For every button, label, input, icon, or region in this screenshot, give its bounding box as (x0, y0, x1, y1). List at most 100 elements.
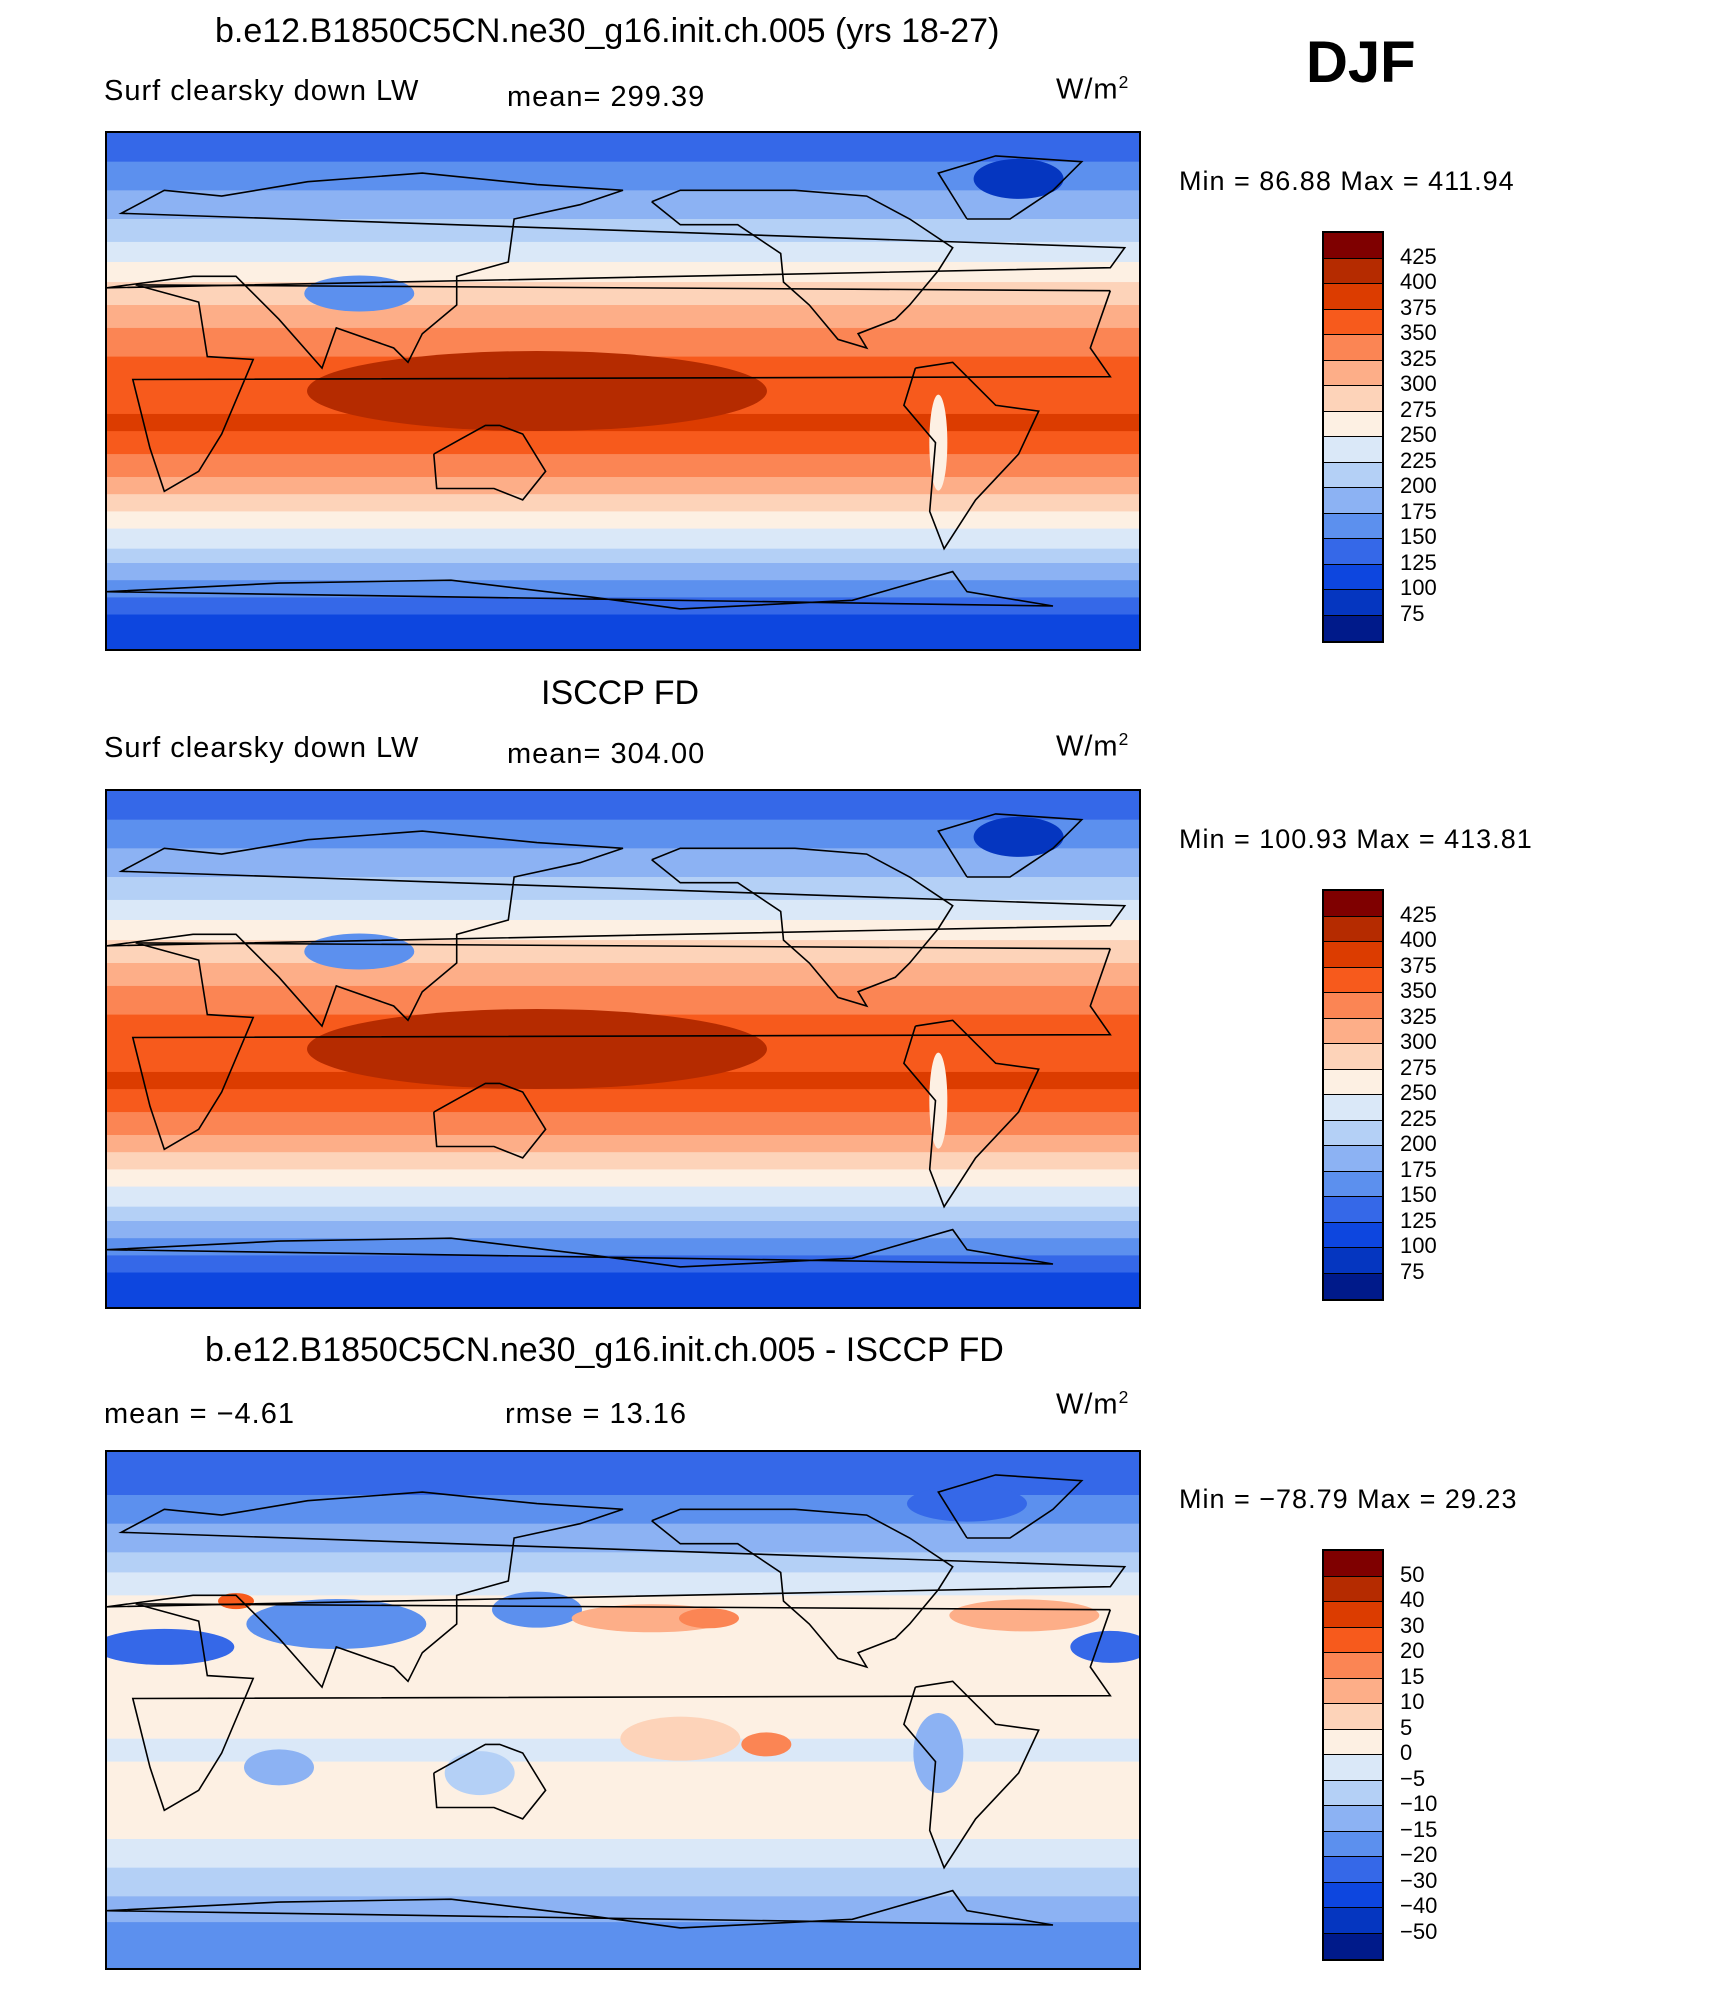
colorbar-cell (1324, 1933, 1382, 1959)
panel1-colorbar (1322, 231, 1384, 643)
colorbar-cell (1324, 615, 1382, 641)
colorbar-tick-label: 225 (1400, 1105, 1437, 1131)
colorbar-cell (1324, 1704, 1382, 1730)
panel3-title: b.e12.B1850C5CN.ne30_g16.init.ch.005 - I… (205, 1331, 1004, 1369)
colorbar-tick-label: 300 (1400, 371, 1437, 396)
colorbar-tick-label: 250 (1400, 422, 1437, 447)
colorbar-cell (1324, 1780, 1382, 1806)
colorbar-tick-label: 425 (1400, 901, 1437, 927)
panel1-variable: Surf clearsky down LW (104, 75, 420, 107)
colorbar-tick-label: −5 (1400, 1765, 1426, 1791)
panel1-title: b.e12.B1850C5CN.ne30_g16.init.ch.005 (yr… (215, 12, 1000, 50)
colorbar-cell (1324, 590, 1382, 616)
colorbar-cell (1324, 1908, 1382, 1934)
colorbar-tick-label: 50 (1400, 1561, 1425, 1587)
colorbar-tick-label: 200 (1400, 473, 1437, 498)
colorbar-cell (1324, 1678, 1382, 1704)
panel3-mean: mean = −4.61 (104, 1398, 295, 1430)
colorbar-cell (1324, 1146, 1382, 1172)
colorbar-tick-label: 375 (1400, 952, 1437, 978)
colorbar-tick-label: 150 (1400, 524, 1437, 549)
colorbar-tick-label: 250 (1400, 1080, 1437, 1105)
colorbar-cell (1324, 564, 1382, 590)
colorbar-tick-label: 40 (1400, 1587, 1425, 1612)
colorbar-tick-label: 400 (1400, 269, 1437, 294)
colorbar-cell (1324, 437, 1382, 463)
colorbar-cell (1324, 967, 1382, 993)
colorbar-cell (1324, 462, 1382, 488)
panel2-mean: mean= 304.00 (507, 738, 706, 770)
colorbar-cell (1324, 1755, 1382, 1781)
colorbar-cell (1324, 942, 1382, 968)
colorbar-cell (1324, 1857, 1382, 1883)
colorbar-cell (1324, 1576, 1382, 1602)
panel1-mean: mean= 299.39 (507, 81, 706, 113)
colorbar-tick-label: 150 (1400, 1182, 1437, 1207)
colorbar-tick-label: 275 (1400, 1054, 1437, 1080)
colorbar-tick-label: 125 (1400, 549, 1437, 575)
panel3-units: W/m2 (1056, 1387, 1130, 1421)
panel1-units: W/m2 (1056, 72, 1130, 106)
colorbar-cell (1324, 1806, 1382, 1832)
colorbar-cell (1324, 1248, 1382, 1274)
colorbar-tick-label: −30 (1400, 1867, 1438, 1893)
colorbar-tick-label: 400 (1400, 927, 1437, 952)
colorbar-tick-label: 75 (1400, 1258, 1425, 1284)
colorbar-cell (1324, 1831, 1382, 1857)
colorbar-cell (1324, 1222, 1382, 1248)
colorbar-cell (1324, 1197, 1382, 1223)
colorbar-tick-label: 20 (1400, 1638, 1425, 1663)
colorbar-tick-label: 10 (1400, 1689, 1425, 1714)
colorbar-tick-label: 225 (1400, 447, 1437, 473)
panel2-title: ISCCP FD (541, 674, 700, 712)
colorbar-cell (1324, 1627, 1382, 1653)
colorbar-tick-label: −10 (1400, 1791, 1438, 1816)
colorbar-tick-label: 300 (1400, 1029, 1437, 1054)
colorbar-cell (1324, 1044, 1382, 1070)
colorbar-tick-label: 15 (1400, 1663, 1425, 1689)
colorbar-cell (1324, 993, 1382, 1019)
colorbar-cell (1324, 258, 1382, 284)
colorbar-cell (1324, 891, 1382, 917)
colorbar-cell (1324, 1551, 1382, 1577)
colorbar-tick-label: 100 (1400, 575, 1437, 600)
colorbar-cell (1324, 916, 1382, 942)
colorbar-cell (1324, 309, 1382, 335)
colorbar-tick-label: 5 (1400, 1714, 1413, 1740)
panel2-units: W/m2 (1056, 729, 1130, 763)
colorbar-cell (1324, 1120, 1382, 1146)
panel1-map (105, 131, 1141, 651)
panel3-colorbar (1322, 1549, 1384, 1961)
colorbar-cell (1324, 1273, 1382, 1299)
colorbar-cell (1324, 233, 1382, 259)
panel3-map (105, 1450, 1141, 1970)
colorbar-tick-label: 275 (1400, 396, 1437, 422)
colorbar-cell (1324, 539, 1382, 565)
colorbar-cell (1324, 411, 1382, 437)
colorbar-tick-label: 0 (1400, 1740, 1413, 1765)
colorbar-tick-label: 75 (1400, 600, 1425, 626)
colorbar-cell (1324, 513, 1382, 539)
colorbar-cell (1324, 335, 1382, 361)
colorbar-tick-label: 325 (1400, 1003, 1437, 1029)
colorbar-tick-label: −50 (1400, 1918, 1438, 1944)
season-label: DJF (1306, 30, 1416, 95)
colorbar-cell (1324, 1882, 1382, 1908)
colorbar-cell (1324, 360, 1382, 386)
colorbar-tick-label: 325 (1400, 345, 1437, 371)
colorbar-tick-label: −15 (1400, 1816, 1438, 1842)
panel3-contour-field (107, 1452, 1139, 1968)
colorbar-cell (1324, 386, 1382, 412)
colorbar-tick-label: −20 (1400, 1842, 1438, 1867)
panel2-map (105, 789, 1141, 1309)
panel1-contour-field (107, 133, 1139, 649)
colorbar-cell (1324, 1069, 1382, 1095)
colorbar-tick-label: 425 (1400, 243, 1437, 269)
colorbar-tick-label: 125 (1400, 1207, 1437, 1233)
colorbar-tick-label: 350 (1400, 978, 1437, 1003)
colorbar-cell (1324, 1095, 1382, 1121)
colorbar-cell (1324, 1018, 1382, 1044)
panel3-rmse: rmse = 13.16 (505, 1398, 688, 1430)
panel1-minmax: Min = 86.88 Max = 411.94 (1179, 166, 1515, 196)
colorbar-tick-label: −40 (1400, 1893, 1438, 1918)
